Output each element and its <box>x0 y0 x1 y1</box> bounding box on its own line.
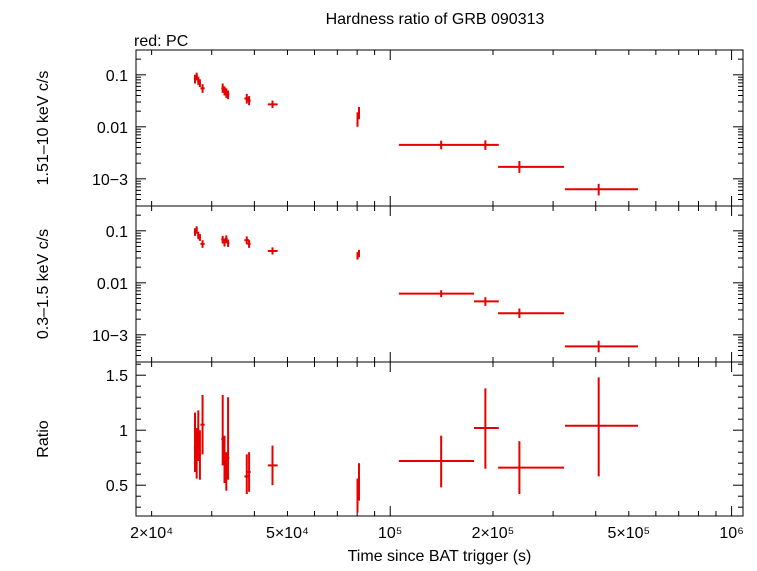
plot-layer: 0.1 0.01 10−3 1.51–10 keV c/s 0.1 0.01 10−3 0.3… <box>35 49 744 565</box>
y-tick-label: 0.1 <box>106 224 128 241</box>
y-tick-label: 0.01 <box>97 276 128 293</box>
x-tick-label: 2×10⁵ <box>472 525 515 542</box>
panel-frame-hard <box>135 49 744 207</box>
chart-title: Hardness ratio of GRB 090313 <box>326 11 545 28</box>
panel-frame-ratio <box>135 361 744 517</box>
y-tick-label: 1.5 <box>106 368 128 385</box>
y-tick-label: 0.5 <box>106 478 128 495</box>
x-tick-label: 10⁶ <box>719 525 743 542</box>
y-tick-label: 0.01 <box>97 120 128 137</box>
y-tick-label: 1 <box>119 423 128 440</box>
x-tick-label: 2×10⁴ <box>130 525 173 542</box>
panel-frame-soft <box>135 205 744 363</box>
y-axis-label-hard: 1.51–10 keV c/s <box>35 71 52 186</box>
x-tick-label: 10⁵ <box>378 525 402 542</box>
y-axis-label-ratio: Ratio <box>35 420 52 457</box>
chart-subtitle: red: PC <box>134 33 188 50</box>
y-axis-label-soft: 0.3–1.5 keV c/s <box>35 229 52 339</box>
x-tick-label: 5×10⁴ <box>266 525 309 542</box>
y-tick-label: 0.1 <box>106 68 128 85</box>
x-axis-label: Time since BAT trigger (s) <box>348 548 532 565</box>
y-tick-label: 10−3 <box>92 328 128 345</box>
x-tick-label: 5×10⁵ <box>607 525 650 542</box>
y-tick-label: 10−3 <box>92 172 128 189</box>
